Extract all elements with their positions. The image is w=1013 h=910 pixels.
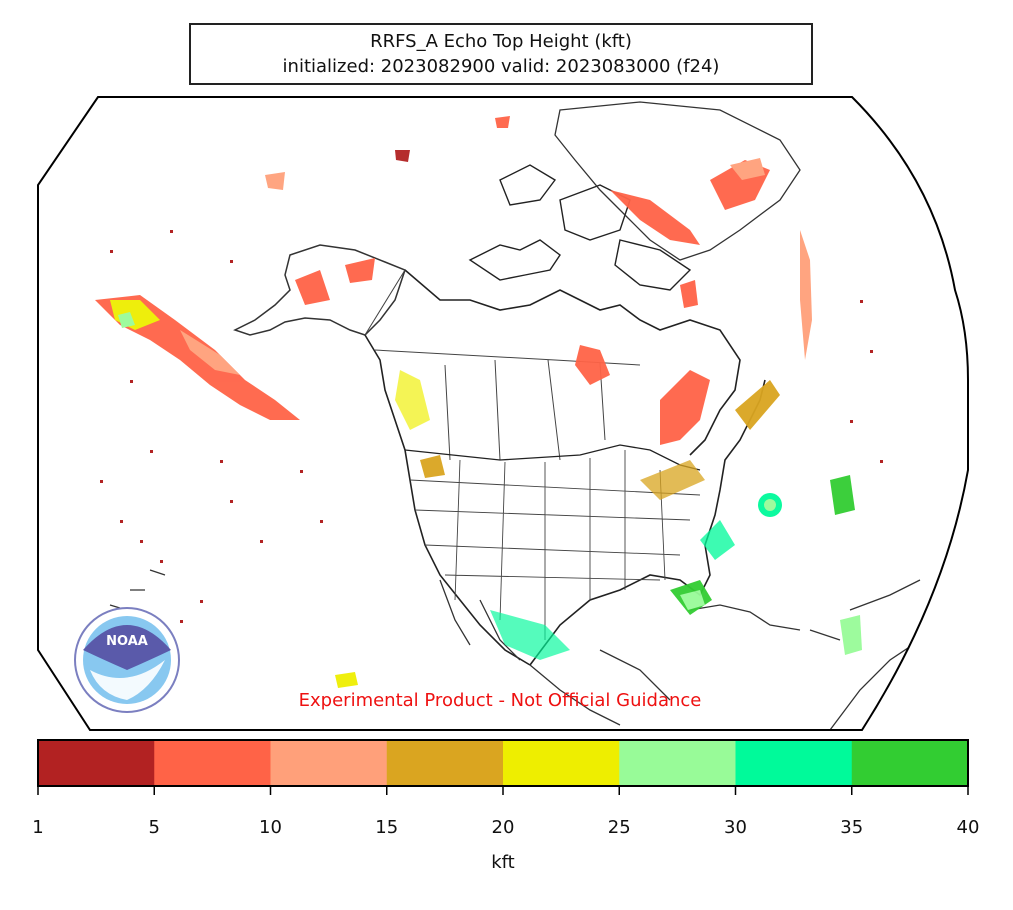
colorbar-bin-20-25 [503, 740, 620, 786]
coastline-canada-north [404, 269, 741, 456]
colorbar-tick-label: 35 [840, 817, 863, 838]
colorbar-tick-label: 40 [957, 817, 980, 838]
colorbar-ticks: 1 5 10 15 20 25 30 35 40 [32, 786, 979, 838]
colorbar-tick-label: 15 [375, 817, 398, 838]
colorbar-tick-label: 30 [724, 817, 747, 838]
map-subtitle: initialized: 2023082900 valid: 202308300… [282, 56, 720, 77]
colorbar-unit-label: kft [491, 852, 515, 873]
arctic-islands [468, 164, 692, 291]
colorbar-tick-label: 1 [32, 817, 43, 838]
map-content [95, 101, 961, 730]
coastline-east [529, 379, 766, 666]
coastline-central-america [529, 649, 671, 726]
coastline-mexico [439, 579, 521, 661]
colorbar-bin-10-15 [270, 740, 388, 786]
colorbar-tick-label: 25 [608, 817, 631, 838]
colorbar-tick-label: 5 [149, 817, 160, 838]
noaa-logo: NOAA [74, 607, 180, 713]
colorbar-bin-5-10 [154, 740, 271, 786]
echo-top-field [95, 116, 862, 688]
us-state-borders [409, 450, 701, 640]
colorbar-bin-25-30 [619, 740, 736, 786]
colorbar-tick-label: 20 [492, 817, 515, 838]
colorbar-bins [38, 740, 969, 786]
coastline-caribbean [689, 579, 921, 641]
province-borders [364, 269, 641, 461]
aleutian-islands [109, 569, 166, 609]
colorbar-bin-1-5 [38, 740, 155, 786]
colorbar-bin-35-40 [851, 740, 969, 786]
coastline-greenland [554, 101, 801, 261]
map-title: RRFS_A Echo Top Height (kft) [370, 31, 632, 52]
noaa-logo-text: NOAA [106, 634, 148, 649]
colorbar-tick-label: 10 [259, 817, 282, 838]
coastline-alaska [233, 244, 406, 336]
disclaimer-text: Experimental Product - Not Official Guid… [298, 690, 702, 711]
map-title-box: RRFS_A Echo Top Height (kft) initialized… [189, 23, 813, 85]
map-frame [37, 96, 969, 731]
echo-top-speckle [100, 230, 883, 623]
colorbar-bin-15-20 [386, 740, 504, 786]
colorbar-bin-30-35 [735, 740, 853, 786]
